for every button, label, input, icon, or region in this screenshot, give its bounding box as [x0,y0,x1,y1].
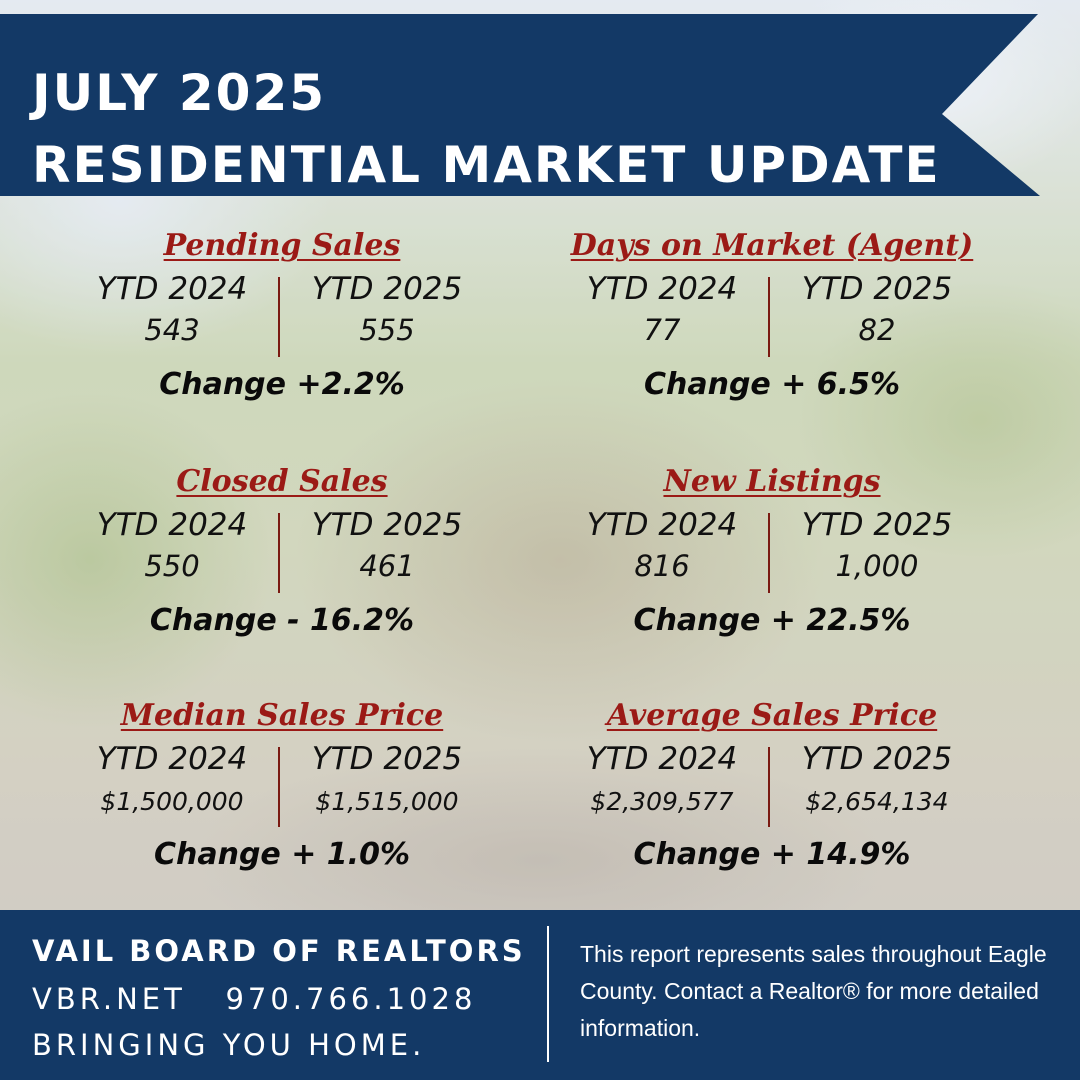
column-2025: YTD 2025 $1,515,000 [287,741,487,816]
stat-columns: YTD 2024 $1,500,000 YTD 2025 $1,515,000 [72,741,492,837]
column-value: $1,500,000 [100,787,244,816]
column-value: 461 [359,549,415,583]
stat-title: Average Sales Price [606,698,938,733]
column-label: YTD 2024 [96,507,248,543]
org-tagline: BRINGING YOU HOME. [32,1028,426,1062]
header-title: RESIDENTIAL MARKET UPDATE [32,136,941,194]
column-label: YTD 2025 [311,507,463,543]
column-2025: YTD 2025 82 [777,271,977,347]
stat-title: Pending Sales [163,228,401,263]
column-2024: YTD 2024 $1,500,000 [72,741,272,816]
column-divider [768,513,770,593]
column-value: 543 [144,313,200,347]
column-2024: YTD 2024 550 [72,507,272,583]
footer-bar: VAIL BOARD OF REALTORS VBR.NET 970.766.1… [0,910,1080,1080]
stat-columns: YTD 2024 77 YTD 2025 82 [562,271,982,367]
stat-title: Closed Sales [176,464,388,499]
column-2025: YTD 2025 555 [287,271,487,347]
header-month: JULY 2025 [32,64,327,122]
column-2024: YTD 2024 77 [562,271,762,347]
column-2025: YTD 2025 $2,654,134 [777,741,977,816]
stat-pending-sales: Pending Sales YTD 2024 543 YTD 2025 555 … [72,228,492,402]
footer-divider [547,926,549,1062]
column-2024: YTD 2024 $2,309,577 [562,741,762,816]
stat-change: Change + 1.0% [153,837,411,872]
column-label: YTD 2024 [586,741,738,777]
column-2024: YTD 2024 543 [72,271,272,347]
column-divider [278,277,280,357]
org-name: VAIL BOARD OF REALTORS [32,934,526,968]
column-value: $1,515,000 [315,787,459,816]
stat-days-on-market: Days on Market (Agent) YTD 2024 77 YTD 2… [562,228,982,402]
column-label: YTD 2024 [586,271,738,307]
stat-columns: YTD 2024 550 YTD 2025 461 [72,507,492,603]
column-label: YTD 2025 [311,741,463,777]
column-2025: YTD 2025 1,000 [777,507,977,583]
column-value: $2,309,577 [590,787,734,816]
stat-change: Change +2.2% [159,367,405,402]
column-label: YTD 2025 [801,507,953,543]
org-contact: VBR.NET 970.766.1028 [32,982,477,1016]
stat-columns: YTD 2024 $2,309,577 YTD 2025 $2,654,134 [562,741,982,837]
column-divider [278,513,280,593]
column-value: 82 [858,313,896,347]
stat-change: Change + 14.9% [633,837,911,872]
column-value: 555 [359,313,415,347]
stat-columns: YTD 2024 816 YTD 2025 1,000 [562,507,982,603]
column-divider [768,277,770,357]
column-2025: YTD 2025 461 [287,507,487,583]
stat-median-sales-price: Median Sales Price YTD 2024 $1,500,000 Y… [72,698,492,872]
column-label: YTD 2025 [801,271,953,307]
stat-change: Change + 22.5% [633,603,911,638]
column-label: YTD 2025 [801,741,953,777]
header-banner: JULY 2025 RESIDENTIAL MARKET UPDATE [0,14,1040,196]
stat-new-listings: New Listings YTD 2024 816 YTD 2025 1,000… [562,464,982,638]
column-value: 816 [634,549,690,583]
column-value: 550 [144,549,200,583]
stat-average-sales-price: Average Sales Price YTD 2024 $2,309,577 … [562,698,982,872]
column-2024: YTD 2024 816 [562,507,762,583]
stat-title: Days on Market (Agent) [570,228,974,263]
column-value: 1,000 [835,549,919,583]
column-label: YTD 2025 [311,271,463,307]
footer-disclaimer: This report represents sales throughout … [580,941,1047,1041]
column-value: 77 [643,313,681,347]
column-label: YTD 2024 [586,507,738,543]
stat-title: Median Sales Price [120,698,444,733]
stat-change: Change - 16.2% [149,603,415,638]
column-label: YTD 2024 [96,741,248,777]
column-divider [278,747,280,827]
stat-closed-sales: Closed Sales YTD 2024 550 YTD 2025 461 C… [72,464,492,638]
stat-change: Change + 6.5% [643,367,901,402]
column-value: $2,654,134 [805,787,949,816]
stat-title: New Listings [663,464,881,499]
column-divider [768,747,770,827]
stat-columns: YTD 2024 543 YTD 2025 555 [72,271,492,367]
column-label: YTD 2024 [96,271,248,307]
